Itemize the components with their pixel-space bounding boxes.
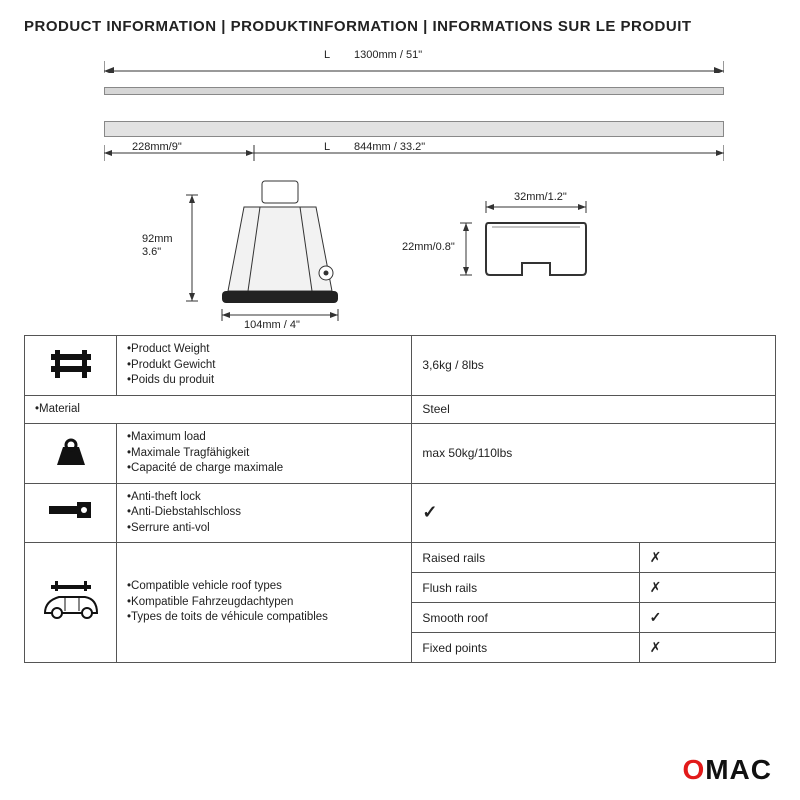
dim-inner-prefix: L [324,141,330,153]
compat-opt-1-name: Flush rails [412,573,639,603]
compat-opt-1-val: ✗ [639,573,775,603]
dim-offset-label: 228mm/9" [132,141,182,153]
weight-labels: •Product Weight •Produkt Gewicht •Poids … [117,336,412,396]
lock-labels: •Anti-theft lock •Anti-Diebstahlschloss … [117,483,412,543]
foot-height-label: 92mm 3.6" [142,233,173,259]
dim-top-label: 1300mm / 51" [354,49,422,61]
foot-drawing [174,173,384,323]
weight-icon [25,424,117,484]
dim-top-prefix: L [324,49,330,61]
lock-icon [25,483,117,543]
table-row: •Compatible vehicle roof types •Kompatib… [25,543,776,573]
table-row: •Anti-theft lock •Anti-Diebstahlschloss … [25,483,776,543]
spec-table: •Product Weight •Produkt Gewicht •Poids … [24,335,776,663]
dimension-diagram: L 1300mm / 51" 228mm/9" L 844mm / 33.2" [24,43,776,323]
car-icon [25,543,117,663]
profile-height-label: 22mm/0.8" [402,241,455,253]
material-label: •Material [25,395,412,424]
profile-drawing [444,193,614,303]
brand-logo: OMAC [682,754,772,786]
foot-base-label: 104mm / 4" [244,319,300,331]
maxload-value: max 50kg/110lbs [412,424,776,484]
compat-opt-3-val: ✗ [639,633,775,663]
top-crossbar [104,87,724,95]
dim-inner-label: 844mm / 33.2" [354,141,425,153]
compat-opt-0-name: Raised rails [412,543,639,573]
compat-opt-2-val: ✓ [639,603,775,633]
material-value: Steel [412,395,776,424]
compat-opt-3-name: Fixed points [412,633,639,663]
profile-width-label: 32mm/1.2" [514,191,567,203]
weight-value: 3,6kg / 8lbs [412,336,776,396]
table-row: •Maximum load •Maximale Tragfähigkeit •C… [25,424,776,484]
table-row: •Material Steel [25,395,776,424]
lower-crossbar [104,121,724,137]
table-row: •Product Weight •Produkt Gewicht •Poids … [25,336,776,396]
maxload-labels: •Maximum load •Maximale Tragfähigkeit •C… [117,424,412,484]
compat-opt-0-val: ✗ [639,543,775,573]
compat-labels: •Compatible vehicle roof types •Kompatib… [117,543,412,663]
compat-opt-2-name: Smooth roof [412,603,639,633]
weight-bars-icon [25,336,117,396]
lock-value: ✓ [412,483,776,543]
page-title: PRODUCT INFORMATION | PRODUKTINFORMATION… [0,0,800,43]
